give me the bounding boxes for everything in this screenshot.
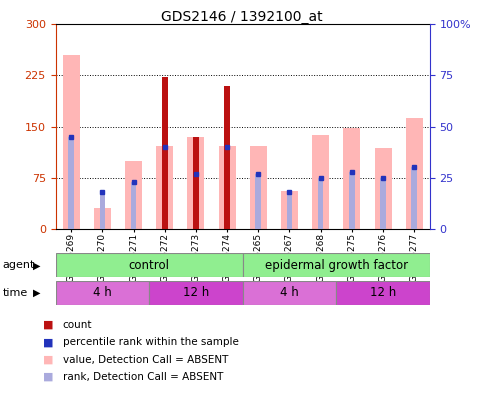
Bar (336, 281, 430, 305)
Bar (287, 192, 292, 229)
Text: ■: ■ (43, 355, 54, 364)
Bar (256, 174, 261, 229)
Bar (193, 137, 199, 229)
Bar (242, 253, 430, 277)
Text: value, Detection Call = ABSENT: value, Detection Call = ABSENT (63, 355, 228, 364)
Text: count: count (63, 320, 92, 330)
Text: 12 h: 12 h (370, 286, 396, 299)
Bar (380, 178, 386, 229)
Bar (149, 281, 242, 305)
Bar (242, 281, 336, 305)
Bar (162, 147, 168, 229)
Bar (156, 146, 173, 229)
Bar (187, 137, 204, 229)
Bar (281, 191, 298, 229)
Bar (162, 77, 168, 229)
Bar (99, 192, 105, 229)
Text: agent: agent (2, 260, 35, 270)
Bar (56, 253, 242, 277)
Text: control: control (128, 259, 170, 272)
Bar (318, 178, 324, 229)
Text: 12 h: 12 h (183, 286, 209, 299)
Bar (343, 128, 360, 229)
Text: percentile rank within the sample: percentile rank within the sample (63, 337, 239, 347)
Text: ■: ■ (43, 372, 54, 382)
Bar (250, 146, 267, 229)
Text: epidermal growth factor: epidermal growth factor (265, 259, 408, 272)
Bar (125, 161, 142, 229)
Bar (68, 137, 74, 229)
Bar (406, 118, 423, 229)
Text: time: time (2, 288, 28, 298)
Text: 4 h: 4 h (280, 286, 299, 299)
Bar (312, 135, 329, 229)
Bar (224, 147, 230, 229)
Bar (193, 174, 199, 229)
Text: ▶: ▶ (33, 260, 41, 270)
Bar (224, 86, 230, 229)
Text: ■: ■ (43, 320, 54, 330)
Bar (412, 168, 417, 229)
Bar (349, 172, 355, 229)
Bar (131, 182, 136, 229)
Bar (56, 281, 149, 305)
Text: rank, Detection Call = ABSENT: rank, Detection Call = ABSENT (63, 372, 223, 382)
Text: 4 h: 4 h (93, 286, 112, 299)
Bar (374, 148, 392, 229)
Bar (94, 208, 111, 229)
Text: GDS2146 / 1392100_at: GDS2146 / 1392100_at (161, 10, 322, 24)
Bar (63, 55, 80, 229)
Text: ■: ■ (43, 337, 54, 347)
Text: ▶: ▶ (33, 288, 41, 298)
Bar (218, 146, 236, 229)
